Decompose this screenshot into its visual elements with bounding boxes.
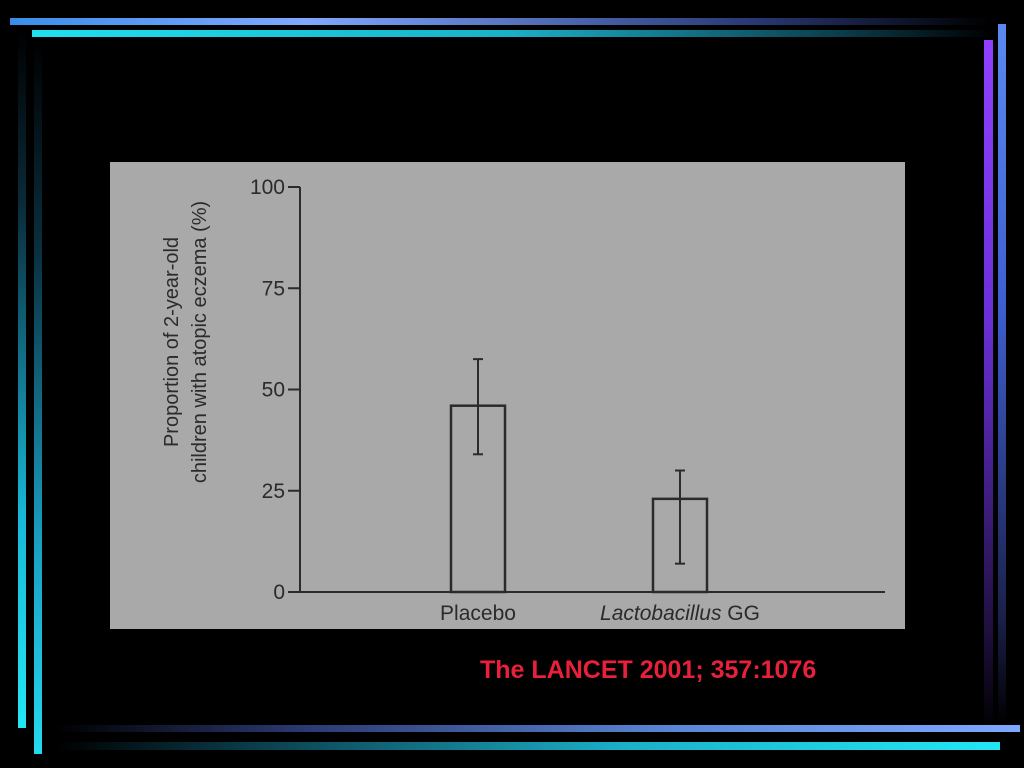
decorative-right-stripe-outer — [998, 24, 1006, 724]
y-tick-label-2: 50 — [262, 379, 285, 402]
y-tick-label-1: 25 — [262, 480, 285, 503]
y-tick-label-4: 100 — [250, 176, 285, 199]
citation-text: The LANCET 2001; 357:1076 — [480, 656, 817, 684]
y-tick-label-0: 0 — [273, 581, 285, 604]
y-axis-label-line-1: Proportion of 2-year-old — [161, 237, 183, 447]
decorative-top-stripe-outer — [10, 18, 990, 25]
decorative-left-stripe-inner — [34, 40, 42, 754]
y-tick-label-3: 75 — [262, 277, 285, 300]
decorative-right-stripe-inner — [984, 40, 993, 730]
decorative-bottom-stripe-inner — [56, 742, 1000, 750]
decorative-left-stripe-outer — [18, 28, 26, 728]
y-axis-label-line-2: children with atopic eczema (%) — [189, 201, 211, 483]
chart-figure: 0 25 50 75 100 Proportion of 2-year-old childr… — [110, 162, 905, 629]
decorative-bottom-stripe-outer — [56, 725, 1020, 732]
decorative-top-stripe-inner — [32, 30, 992, 37]
bar-chart: 0 25 50 75 100 Proportion of 2-year-old childr… — [161, 176, 885, 625]
x-category-label-1: Placebo — [440, 602, 516, 625]
x-category-label-2: Lactobacillus GG — [600, 602, 760, 625]
